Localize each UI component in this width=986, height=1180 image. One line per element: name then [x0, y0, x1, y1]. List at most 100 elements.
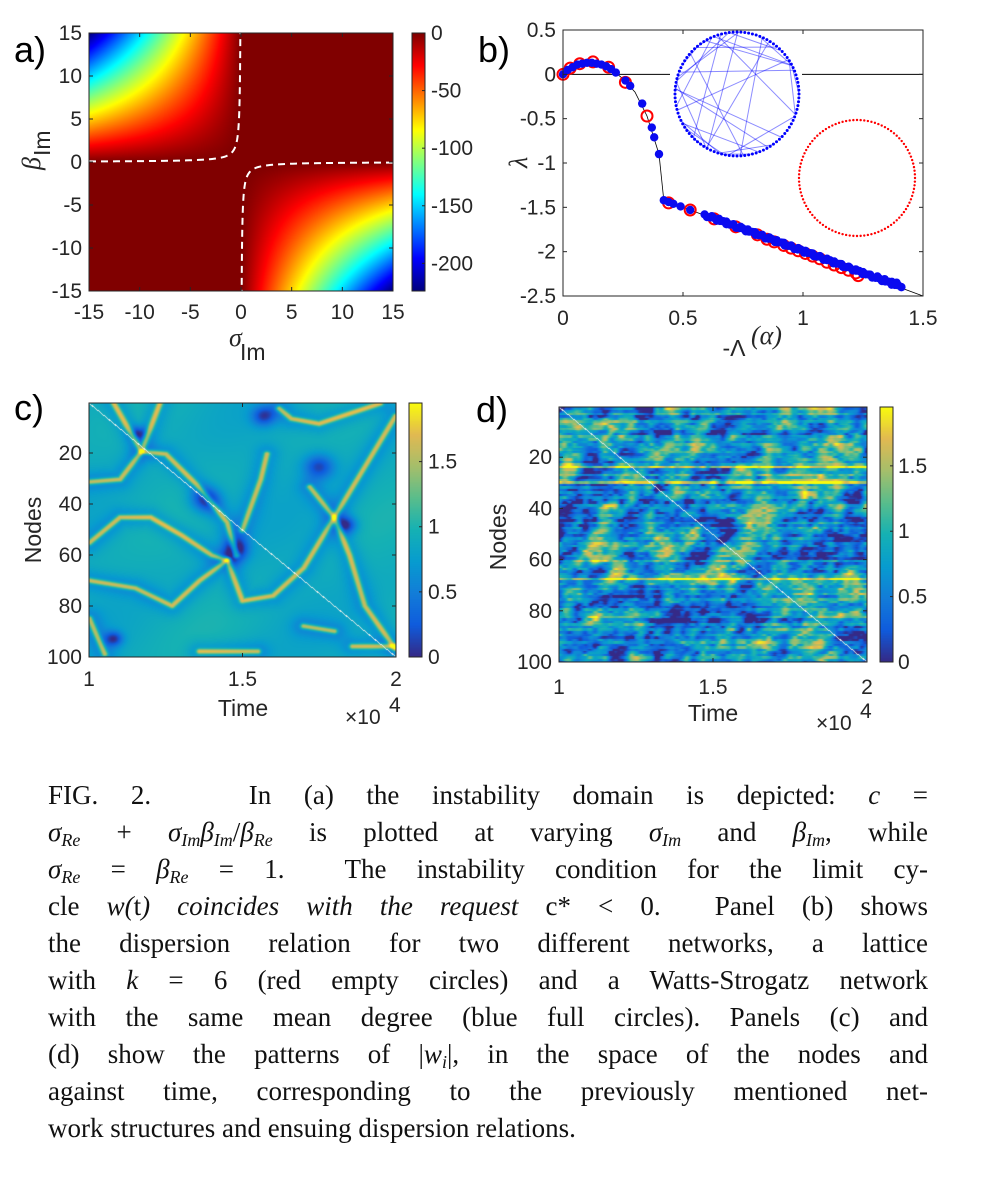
ws-network-edge — [676, 31, 740, 78]
panel-a-y-tick-label: -5 — [63, 194, 82, 217]
panel-d-y-tick-label: 40 — [529, 497, 552, 520]
lattice-network-node — [837, 231, 841, 235]
lattice-network-node — [913, 180, 917, 183]
panel-a-x-label-sub: Im — [240, 339, 266, 365]
ws-network-node — [785, 56, 789, 60]
ws-network-node — [723, 31, 727, 35]
ws-network-node — [765, 38, 769, 42]
ws-network-node — [783, 132, 787, 136]
panel-b-x-label-sup: (α) — [751, 321, 782, 350]
panel-a-x-tick-label: 15 — [381, 301, 404, 324]
lattice-network-node — [827, 227, 831, 231]
panel-c-colorbar-tick-label: 0.5 — [428, 581, 457, 604]
lattice-network-node — [834, 122, 837, 126]
lattice-network-node — [880, 229, 883, 232]
ws-network-edge — [675, 32, 730, 82]
caption-line: against time, corresponding to the previ… — [48, 1076, 928, 1106]
ws-network-node — [673, 88, 677, 92]
ws-point — [621, 76, 630, 85]
ws-network-node — [727, 154, 731, 158]
ws-network-node — [780, 134, 784, 138]
lattice-network-node — [855, 118, 859, 122]
lattice-network-node — [889, 129, 893, 133]
panel-b-y-tick-label: -1.5 — [520, 196, 556, 219]
lattice-network-node — [908, 201, 911, 204]
ws-network-node — [771, 42, 775, 46]
ws-network-edge — [678, 69, 795, 73]
panel-d-colorbar-tick-label: 1.5 — [898, 455, 927, 478]
ws-network-node — [747, 31, 751, 35]
panel-a-x-tick-label: -5 — [181, 301, 200, 324]
lattice-network-node — [841, 232, 844, 236]
panel-a-colorbar-tick-label: -200 — [431, 252, 473, 275]
lattice-network-node — [821, 129, 825, 133]
ws-network-node — [743, 30, 747, 34]
lattice-network-node — [797, 176, 801, 180]
ws-network-node — [747, 153, 751, 157]
ws-network-node — [685, 56, 689, 60]
ws-network-node — [702, 144, 706, 148]
lattice-network-node — [877, 230, 880, 234]
panel-b-y-tick-label: -2.5 — [520, 285, 556, 308]
panel-d-colorbar-tick-label: 1 — [898, 520, 910, 543]
panel-d-colorbar-box — [879, 406, 894, 663]
lattice-network-node — [818, 221, 822, 224]
lattice-network-node — [909, 198, 913, 201]
panel-a-colorbar-box — [411, 32, 426, 292]
panel-a-label: a) — [14, 29, 46, 70]
ws-network-node — [768, 40, 772, 44]
ws-network-node — [687, 52, 691, 56]
lattice-network-node — [906, 204, 910, 208]
lattice-network-node — [803, 201, 806, 204]
lattice-point — [683, 203, 697, 217]
ws-point — [686, 205, 695, 215]
ws-network-edge — [680, 120, 721, 154]
ws-point — [650, 133, 659, 142]
lattice-network-node — [800, 158, 804, 162]
panel-a-y-label-beta: β — [17, 157, 46, 171]
panel-c-heatmap — [89, 403, 396, 657]
lattice-network-node — [852, 118, 855, 122]
lattice-network-node — [870, 120, 873, 124]
caption-line: cle w(t) coincides with the request c* <… — [48, 891, 928, 921]
panel-d-x-multiplier-exp: 4 — [860, 700, 872, 723]
caption-line: work structures and ensuing dispersion r… — [48, 1113, 576, 1143]
ws-network-node — [743, 154, 747, 158]
ws-network-node — [791, 66, 795, 70]
lattice-network-node — [848, 119, 851, 122]
panel-c-y-tick-label: 20 — [59, 442, 82, 465]
lattice-network-node — [798, 187, 802, 191]
lattice-network-node — [895, 134, 898, 137]
panel-b-x-tick-label: 1 — [797, 307, 809, 330]
panel-d-colorbar-tick-label: 0.5 — [898, 586, 927, 609]
ws-network-node — [777, 47, 781, 51]
panel-d-y-label-text: Nodes — [485, 504, 511, 570]
panel-d-x-tick-label: 2 — [861, 676, 873, 699]
ws-network-node — [780, 50, 784, 54]
lattice-network-node — [902, 210, 906, 214]
lattice-network-node — [892, 221, 896, 224]
ws-network-node — [796, 80, 800, 84]
ws-network-node — [674, 80, 678, 84]
panel-a-colorbar-tick-label: -50 — [431, 80, 461, 103]
panel-c-axes-box — [88, 402, 397, 658]
panel-c-y-label: Nodes — [20, 497, 46, 563]
ws-network-edge — [675, 88, 782, 138]
ws-network-node — [676, 111, 680, 115]
ws-network-edge — [727, 115, 796, 156]
ws-network-node — [735, 30, 739, 34]
lattice-network-node — [883, 125, 887, 129]
ws-point — [626, 81, 635, 91]
panel-d-y-tick-label: 60 — [529, 549, 552, 572]
ws-network-edge — [728, 32, 782, 52]
panel-a-y-tick-label: -10 — [52, 237, 82, 260]
lattice-network-node — [806, 207, 810, 211]
ws-network-node — [695, 140, 699, 144]
panel-b-y-tick-label: 0 — [544, 63, 556, 86]
ws-network-node — [758, 34, 762, 38]
lattice-network-node — [800, 194, 804, 198]
caption-line: FIG. 2. In (a) the instability domain is… — [48, 780, 928, 810]
ws-network-node — [679, 118, 683, 122]
lattice-network-node — [886, 225, 890, 229]
ws-network-node — [768, 144, 772, 148]
